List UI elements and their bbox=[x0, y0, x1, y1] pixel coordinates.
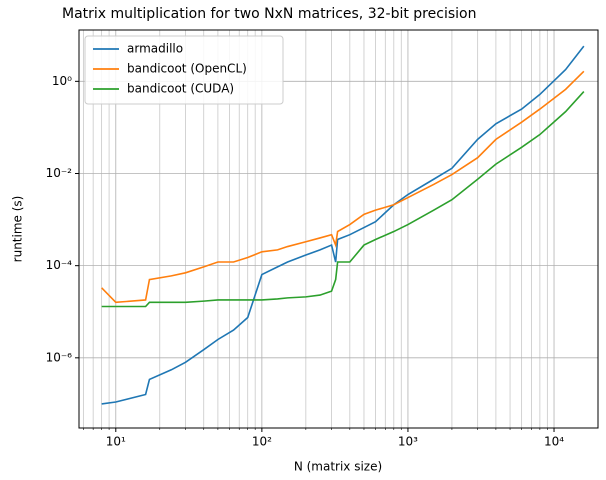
legend-box bbox=[84, 35, 284, 105]
legend-label: armadillo bbox=[127, 42, 183, 56]
x-tick-label: 10² bbox=[252, 435, 272, 449]
y-tick-label: 10⁻² bbox=[46, 166, 73, 180]
series-line bbox=[101, 45, 585, 405]
y-axis-label: runtime (s) bbox=[11, 196, 25, 263]
series-line bbox=[101, 91, 585, 308]
y-tick-label: 10⁻⁴ bbox=[46, 258, 73, 272]
legend-label: bandicoot (OpenCL) bbox=[127, 62, 247, 76]
x-tick-label: 10³ bbox=[398, 435, 418, 449]
x-axis-label: N (matrix size) bbox=[294, 460, 382, 474]
plot-frame bbox=[78, 29, 599, 429]
x-tick-label: 10⁴ bbox=[544, 435, 564, 449]
series-line bbox=[101, 70, 585, 304]
chart-title: Matrix multiplication for two NxN matric… bbox=[62, 6, 476, 22]
legend-label: bandicoot (CUDA) bbox=[127, 82, 234, 96]
y-tick-label: 10⁻⁶ bbox=[46, 350, 73, 364]
y-tick-label: 10⁰ bbox=[52, 74, 72, 88]
x-tick-label: 10¹ bbox=[106, 435, 126, 449]
